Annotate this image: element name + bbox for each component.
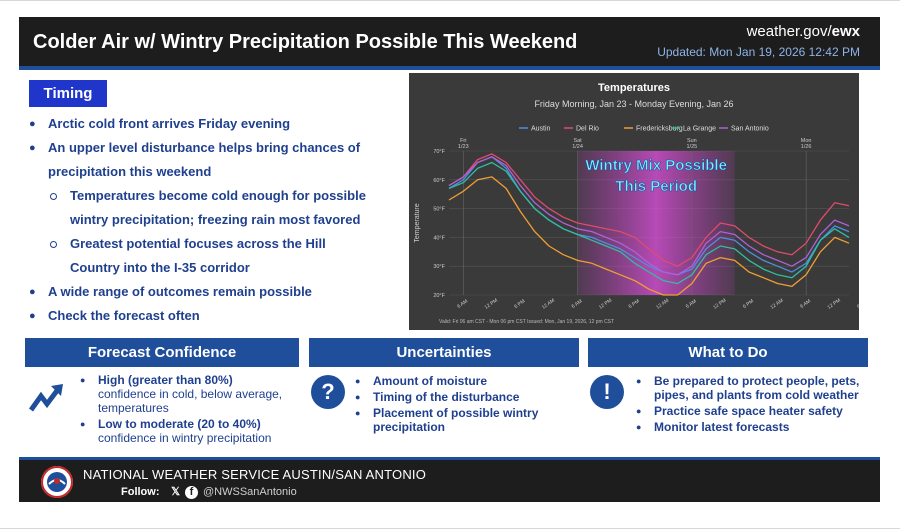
day-date-label: 1/25 <box>686 144 697 150</box>
exclamation-icon: ! <box>590 375 624 409</box>
follow-label: Follow: <box>121 486 160 498</box>
y-tick-label: 20°F <box>433 293 445 299</box>
day-label: Mon <box>801 138 812 144</box>
x-tick-label: 12 AM <box>769 298 784 311</box>
highlight-label: Wintry Mix Possible <box>585 157 727 174</box>
list-item: Amount of moisture <box>355 374 570 388</box>
legend-entry: Del Rio <box>576 126 599 133</box>
chart-footnote: Valid: Fri 06 am CST - Mon 06 pm CST Iss… <box>439 319 614 325</box>
x-tick-label: 6 PM <box>742 298 755 310</box>
header-bar: Colder Air w/ Wintry Precipitation Possi… <box>19 17 880 67</box>
y-tick-label: 40°F <box>433 235 445 241</box>
trend-up-icon <box>27 382 67 414</box>
header-divider <box>19 66 880 70</box>
site-prefix: weather.gov/ <box>746 23 832 40</box>
timing-label: Timing <box>29 80 107 107</box>
confidence-header: Forecast Confidence <box>25 338 299 367</box>
legend-entry: La Grange <box>683 126 716 133</box>
legend-entry: San Antonio <box>731 126 769 133</box>
x-tick-label: 6 PM <box>513 298 526 310</box>
legend-entry: Fredericksburg <box>636 126 683 133</box>
wintry-mix-highlight <box>577 151 735 295</box>
series-line-la-grange <box>448 161 850 285</box>
uncertainties-header: Uncertainties <box>309 338 579 367</box>
confidence-list: High (greater than 80%)confidence in col… <box>80 373 295 445</box>
x-tick-label: 12 PM <box>484 298 499 311</box>
x-tick-label: 12 AM <box>541 298 556 311</box>
chart-legend: Austin Del Rio Fredericksburg La Grange San … <box>519 126 769 133</box>
y-axis-label: Temperature <box>414 203 421 242</box>
chart-subtitle: Friday Morning, Jan 23 - Monday Evening,… <box>534 99 733 109</box>
series-line-san-antonio <box>448 156 850 276</box>
social-handle[interactable]: @NWSSanAntonio <box>203 486 297 498</box>
nws-logo-icon <box>41 466 73 498</box>
todo-header: What to Do <box>588 338 868 367</box>
chart-svg: Temperatures Friday Morning, Jan 23 - Mo… <box>414 82 859 325</box>
day-date-label: 1/24 <box>572 144 583 150</box>
footer-bar: NATIONAL WEATHER SERVICE AUSTIN/SAN ANTO… <box>19 460 880 502</box>
x-tick-label: 6 AM <box>685 298 698 309</box>
legend-entry: Austin <box>531 126 551 133</box>
y-tick-label: 70°F <box>433 149 445 155</box>
day-label: Sun <box>687 138 697 144</box>
question-icon: ? <box>311 375 345 409</box>
temperature-chart: Temperatures Friday Morning, Jan 23 - Mo… <box>409 73 859 330</box>
day-label: Sat <box>573 138 582 144</box>
footer-divider <box>19 457 880 460</box>
x-tick-label: 6 AM <box>799 298 812 309</box>
uncertainties-list: Amount of moisture Timing of the disturb… <box>355 374 570 434</box>
updated-timestamp: Updated: Mon Jan 19, 2026 12:42 PM <box>657 45 860 59</box>
x-tick-label: 12 PM <box>827 298 842 311</box>
facebook-icon[interactable]: f <box>185 486 198 499</box>
todo-list: Be prepared to protect people, pets, pip… <box>636 374 866 434</box>
page-title: Colder Air w/ Wintry Precipitation Possi… <box>33 31 578 53</box>
site-link[interactable]: weather.gov/ewx <box>747 23 860 40</box>
x-tick-label: 6 AM <box>456 298 469 309</box>
day-label: Fri <box>460 138 466 144</box>
y-tick-label: 60°F <box>433 178 445 184</box>
list-item: Timing of the disturbance <box>355 390 570 404</box>
footer-org-name: NATIONAL WEATHER SERVICE AUSTIN/SAN ANTO… <box>83 467 427 482</box>
list-item: Placement of possible wintry precipitati… <box>355 406 570 434</box>
y-tick-label: 30°F <box>433 264 445 270</box>
list-item: Low to moderate (20 to 40%)confidence in… <box>80 417 295 445</box>
x-tick-label: 12 PM <box>598 298 613 311</box>
x-tick-label: 12 AM <box>655 298 670 311</box>
chart-title: Temperatures <box>598 82 670 94</box>
x-tick-label: 6 AM <box>571 298 584 309</box>
x-tick-label: 6 PM <box>628 298 641 310</box>
list-item: Be prepared to protect people, pets, pip… <box>636 374 866 402</box>
highlight-label: This Period <box>615 178 697 195</box>
day-date-label: 1/26 <box>801 144 812 150</box>
series-line-del-rio <box>448 153 850 267</box>
day-date-label: 1/23 <box>458 144 469 150</box>
y-tick-label: 50°F <box>433 207 445 213</box>
x-tick-label: 6 PM <box>856 298 859 310</box>
list-item: Practice safe space heater safety <box>636 404 866 418</box>
x-tick-label: 12 PM <box>712 298 727 311</box>
list-item: Monitor latest forecasts <box>636 420 866 434</box>
list-item: High (greater than 80%)confidence in col… <box>80 373 295 415</box>
x-icon[interactable]: 𝕏 <box>171 486 180 498</box>
site-office: ewx <box>831 23 860 40</box>
series-line-fredericksburg <box>448 176 850 296</box>
